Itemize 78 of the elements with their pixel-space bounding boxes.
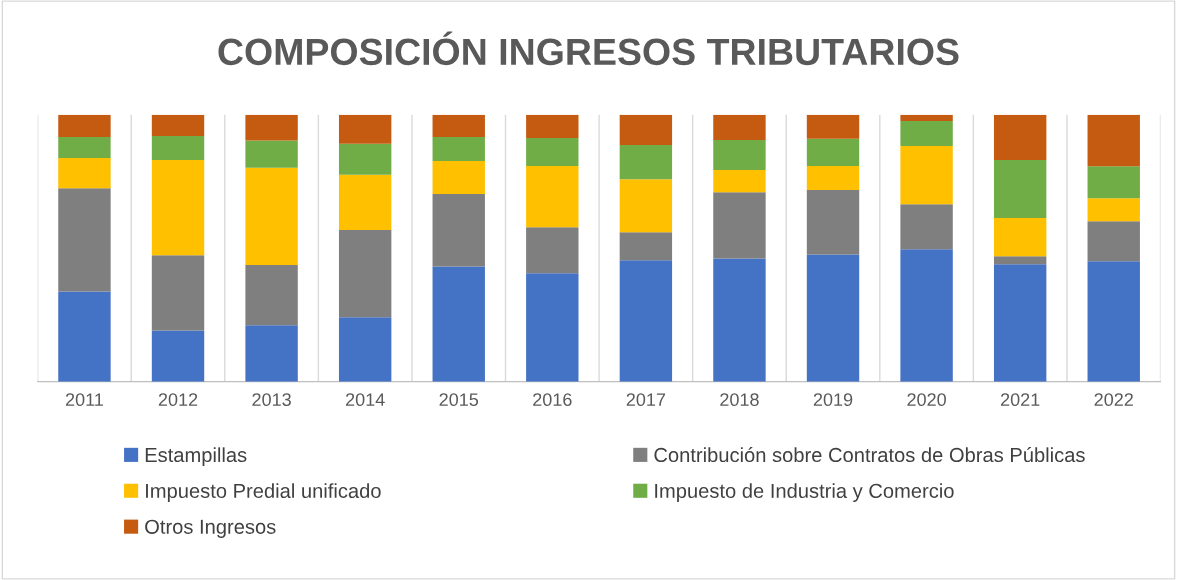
bar <box>58 114 111 137</box>
bar <box>713 192 766 259</box>
bar <box>900 120 953 147</box>
bar <box>619 260 673 382</box>
bar <box>806 166 860 191</box>
bar <box>151 255 205 331</box>
bar <box>619 114 673 145</box>
bar <box>1087 166 1140 199</box>
bar <box>245 140 298 168</box>
bar <box>58 158 111 189</box>
bar <box>619 179 673 233</box>
bar <box>151 135 205 160</box>
bar <box>713 114 766 140</box>
legend-label: Impuesto de Industria y Comercio <box>655 483 954 502</box>
bar <box>806 190 860 255</box>
x-tick-label: 2011 <box>65 393 103 407</box>
bar <box>432 161 485 195</box>
bar <box>713 170 766 193</box>
bar <box>432 194 485 267</box>
chart-title: COMPOSICIÓN INGRESOS TRIBUTARIOS <box>218 31 959 66</box>
bar <box>432 266 485 382</box>
legend-label: Contribución sobre Contratos de Obras Públicas <box>654 447 1085 463</box>
bar <box>900 249 953 382</box>
bar <box>338 317 392 382</box>
bar <box>806 254 860 382</box>
bar <box>1087 198 1140 222</box>
bar <box>58 136 111 159</box>
bar <box>526 166 579 228</box>
x-tick-label: 2016 <box>533 393 572 407</box>
bar <box>993 218 1047 257</box>
bar <box>245 167 298 266</box>
bar <box>526 114 579 139</box>
bar <box>1087 261 1140 382</box>
bar <box>245 325 298 382</box>
x-tick-label: 2014 <box>345 393 385 407</box>
bar <box>245 265 298 326</box>
bar <box>338 174 392 231</box>
bar <box>432 114 485 137</box>
bar <box>58 188 111 292</box>
bar <box>338 230 392 318</box>
legend-label: Otros Ingresos <box>145 519 276 538</box>
bar <box>900 114 953 121</box>
x-tick-label: 2020 <box>907 393 946 407</box>
bar <box>993 264 1047 382</box>
bar <box>806 138 860 167</box>
bar <box>900 146 953 205</box>
bar <box>151 114 205 136</box>
bar <box>58 291 111 382</box>
bar <box>1087 114 1140 167</box>
legend-label: Estampillas <box>145 447 247 467</box>
bar <box>338 143 392 175</box>
bar <box>526 138 579 167</box>
bar <box>900 204 953 250</box>
bar <box>993 159 1047 219</box>
x-tick-label: 2013 <box>252 393 291 407</box>
x-tick-label: 2022 <box>1094 393 1133 407</box>
bar <box>993 114 1047 160</box>
bar <box>338 114 392 144</box>
x-tick-label: 2018 <box>720 393 759 407</box>
bar <box>526 273 579 382</box>
x-tick-label: 2015 <box>439 393 479 407</box>
legend-label: Impuesto Predial unificado <box>146 483 381 502</box>
bar <box>806 114 860 139</box>
x-tick-label: 2019 <box>813 393 853 407</box>
x-tick-label: 2012 <box>158 393 198 407</box>
bar <box>993 256 1047 265</box>
x-tick-label: 2021 <box>1000 393 1040 407</box>
bar <box>151 159 205 256</box>
bar <box>713 258 766 382</box>
bar <box>151 330 205 382</box>
bar <box>526 227 579 274</box>
bar <box>619 144 673 180</box>
bar <box>1087 221 1140 262</box>
bar <box>619 232 673 261</box>
bar <box>713 139 766 171</box>
x-tick-label: 2017 <box>626 393 666 407</box>
bar <box>245 114 298 141</box>
bar <box>432 136 485 161</box>
